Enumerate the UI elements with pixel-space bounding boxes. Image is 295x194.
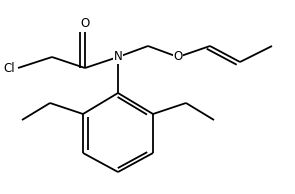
Text: O: O — [173, 50, 183, 63]
Text: N: N — [114, 50, 122, 63]
Text: Cl: Cl — [4, 61, 15, 74]
Text: O: O — [80, 17, 90, 30]
